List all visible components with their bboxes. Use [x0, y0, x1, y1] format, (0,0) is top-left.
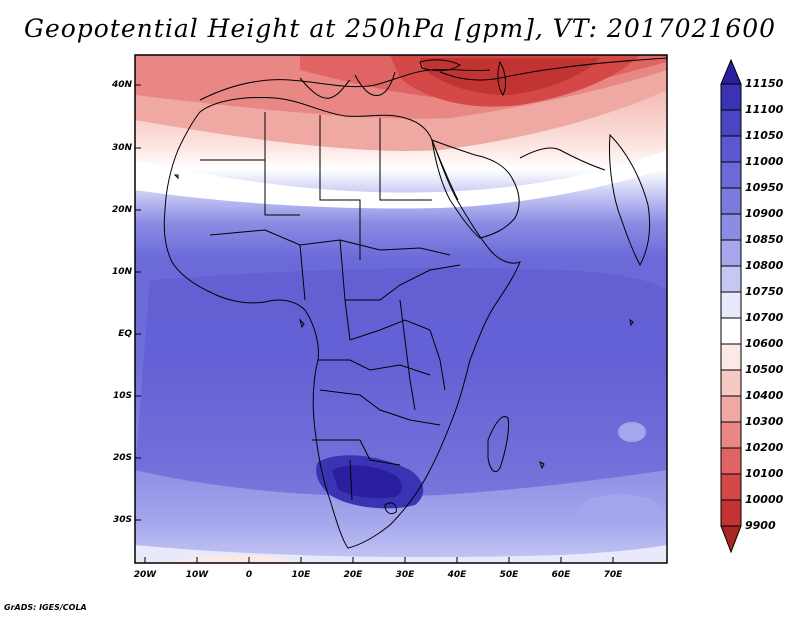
footer-credit: GrADS: IGES/COLA	[4, 603, 87, 612]
colorbar-swatch	[720, 265, 742, 293]
lon-label: 20E	[343, 570, 363, 580]
colorbar-label: 11100	[745, 103, 784, 116]
axis-ticks	[135, 84, 614, 563]
colorbar-swatch	[720, 187, 742, 215]
lat-label: 30N	[111, 143, 132, 153]
lon-label: 30E	[395, 570, 415, 580]
colorbar-swatch	[720, 369, 742, 397]
colorbar-label: 10750	[745, 285, 784, 298]
lon-label: 20W	[133, 570, 157, 580]
lon-label: 0	[245, 570, 253, 580]
colorbar-label: 10950	[745, 181, 784, 194]
colorbar	[720, 58, 742, 554]
colorbar-swatch	[720, 291, 742, 319]
colorbar-swatch	[720, 317, 742, 345]
colorbar-label: 11150	[745, 77, 784, 90]
colorbar-label: 10500	[745, 363, 784, 376]
colorbar-swatch	[720, 421, 742, 449]
colorbar-swatch	[720, 473, 742, 501]
colorbar-label: 10300	[745, 415, 784, 428]
colorbar-label: 10700	[745, 311, 784, 324]
colorbar-swatch	[720, 239, 742, 267]
lat-label: 20N	[111, 205, 132, 215]
colorbar-label: 10200	[745, 441, 784, 454]
colorbar-swatch	[720, 135, 742, 163]
lat-label: 10N	[111, 267, 132, 277]
colorbar-label: 10800	[745, 259, 784, 272]
lon-label: 40E	[447, 570, 467, 580]
colorbar-bottom-arrow	[720, 525, 742, 554]
lon-label: 70E	[603, 570, 623, 580]
colorbar-swatch	[720, 447, 742, 475]
colorbar-swatch	[720, 161, 742, 189]
colorbar-label: 10600	[745, 337, 784, 350]
lat-label: 30S	[112, 515, 132, 525]
colorbar-label: 10900	[745, 207, 784, 220]
colorbar-swatch	[720, 499, 742, 527]
lat-label: 20S	[112, 453, 132, 463]
colorbar-label: 10850	[745, 233, 784, 246]
chart-title: Geopotential Height at 250hPa [gpm], VT:…	[23, 14, 777, 43]
colorbar-swatch	[720, 213, 742, 241]
colorbar-label: 9900	[745, 519, 776, 532]
colorbar-top-arrow	[720, 58, 742, 85]
lon-label: 50E	[499, 570, 519, 580]
colorbar-label: 10400	[745, 389, 784, 402]
colorbar-swatch	[720, 343, 742, 371]
lat-label: 40N	[111, 80, 132, 90]
colorbar-label: 10000	[745, 493, 784, 506]
coastlines	[163, 57, 667, 549]
lon-label: 10W	[185, 570, 209, 580]
colorbar-label: 11000	[745, 155, 784, 168]
colorbar-label: 10100	[745, 467, 784, 480]
colorbar-label: 11050	[745, 129, 784, 142]
colorbar-swatch	[720, 83, 742, 111]
colorbar-swatch	[720, 395, 742, 423]
plot-frame	[134, 54, 668, 564]
lon-label: 10E	[291, 570, 311, 580]
colorbar-swatch	[720, 109, 742, 137]
lat-label: 10S	[112, 391, 132, 401]
lon-label: 60E	[551, 570, 571, 580]
lat-label: EQ	[118, 329, 132, 339]
